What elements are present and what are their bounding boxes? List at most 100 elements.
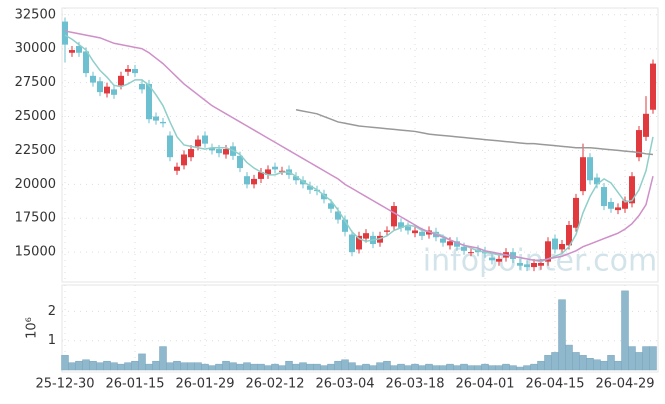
candle-body	[468, 252, 474, 254]
candle-body	[321, 193, 327, 200]
candle-body	[160, 121, 166, 124]
y-tick-label: 1	[48, 333, 56, 348]
volume-bar	[397, 363, 405, 371]
y-tick-label: 27500	[15, 75, 56, 90]
candle-body	[104, 86, 110, 94]
candle-body	[265, 169, 271, 175]
candle-body	[650, 63, 656, 110]
volume-bar	[481, 363, 489, 371]
volume-bar	[194, 362, 202, 371]
candle-body	[349, 234, 355, 253]
candle-body	[216, 149, 222, 154]
volume-bar	[222, 360, 230, 371]
candle-body	[356, 235, 362, 250]
candle-body	[601, 187, 607, 207]
y-tick-label: 15000	[15, 245, 56, 260]
candle-body	[335, 211, 341, 220]
volume-bar	[292, 363, 300, 371]
volume-bar	[285, 360, 293, 371]
volume-bar	[201, 363, 209, 371]
volume-bar	[635, 352, 643, 371]
candle-body	[153, 116, 159, 121]
candle-body	[167, 135, 173, 158]
moving-average-line	[295, 108, 654, 156]
candle-body	[328, 203, 334, 209]
y-tick-label: 30000	[15, 41, 56, 56]
volume-bar	[110, 362, 118, 371]
y-tick-label: 22500	[15, 143, 56, 158]
x-tick-label: 26-02-12	[245, 377, 304, 392]
volume-bar	[446, 363, 454, 371]
x-tick-label: 26-04-01	[455, 377, 514, 392]
price-panel	[61, 7, 659, 283]
volume-bar	[362, 363, 370, 371]
y-tick-label: 25000	[15, 109, 56, 124]
candle-body	[643, 113, 649, 137]
volume-bar	[600, 360, 608, 371]
candle-body	[111, 89, 117, 95]
volume-bar	[544, 355, 552, 371]
volume-bar	[271, 363, 279, 371]
candle-body	[307, 185, 313, 190]
volume-bar	[460, 363, 468, 371]
volume-bar	[432, 365, 440, 371]
volume-bar	[208, 365, 216, 371]
candle-body	[384, 230, 390, 232]
volume-bar	[572, 352, 580, 371]
candle-body	[237, 155, 243, 169]
volume-bar	[607, 355, 615, 371]
volume-bar	[355, 365, 363, 371]
volume-bar	[341, 359, 349, 371]
volume-bar	[474, 365, 482, 371]
y-tick-label: 2	[48, 304, 56, 319]
volume-bar	[264, 365, 272, 371]
moving-average-line	[64, 34, 654, 263]
volume-bar	[61, 355, 69, 371]
volume-bar	[229, 362, 237, 371]
y-tick-label: 20000	[15, 177, 56, 192]
x-tick-label: 25-12-30	[35, 377, 94, 392]
volume-bar	[537, 360, 545, 371]
volume-bar	[621, 290, 629, 371]
candle-body	[342, 219, 348, 232]
volume-bar	[404, 365, 412, 371]
volume-bar	[579, 355, 587, 371]
volume-bar	[642, 346, 650, 371]
y-axis-label: 10⁶	[25, 317, 40, 339]
volume-bar	[159, 346, 167, 371]
volume-bar	[348, 362, 356, 371]
candle-body	[146, 83, 152, 120]
volume-bar	[530, 363, 538, 371]
x-tick-label: 26-04-29	[595, 377, 654, 392]
candle-body	[531, 263, 537, 268]
volume-bar	[320, 365, 328, 371]
x-tick-label: 26-01-15	[105, 377, 164, 392]
candle-body	[293, 176, 299, 181]
volume-bar	[383, 360, 391, 371]
candle-body	[132, 69, 138, 74]
volume-bar	[313, 363, 321, 371]
candle-body	[412, 230, 418, 234]
candle-body	[566, 225, 572, 246]
volume-bar	[649, 346, 657, 371]
volume-bar	[243, 362, 251, 371]
candle-body	[181, 154, 187, 166]
volume-bar	[89, 360, 97, 371]
volume-bar	[467, 365, 475, 371]
volume-bar	[411, 363, 419, 371]
volume-bar	[236, 363, 244, 371]
volume-bar	[299, 362, 307, 371]
candle-body	[139, 83, 145, 90]
candle-body	[524, 264, 530, 268]
volume-bar	[68, 362, 76, 371]
candle-body	[209, 147, 215, 151]
candle-body	[279, 170, 285, 172]
candle-body	[517, 263, 523, 266]
volume-bar	[418, 365, 426, 371]
volume-bar	[278, 365, 286, 371]
volume-bar	[103, 360, 111, 371]
volume-bar	[376, 362, 384, 371]
volume-bar	[369, 365, 377, 371]
volume-bar	[82, 359, 90, 371]
